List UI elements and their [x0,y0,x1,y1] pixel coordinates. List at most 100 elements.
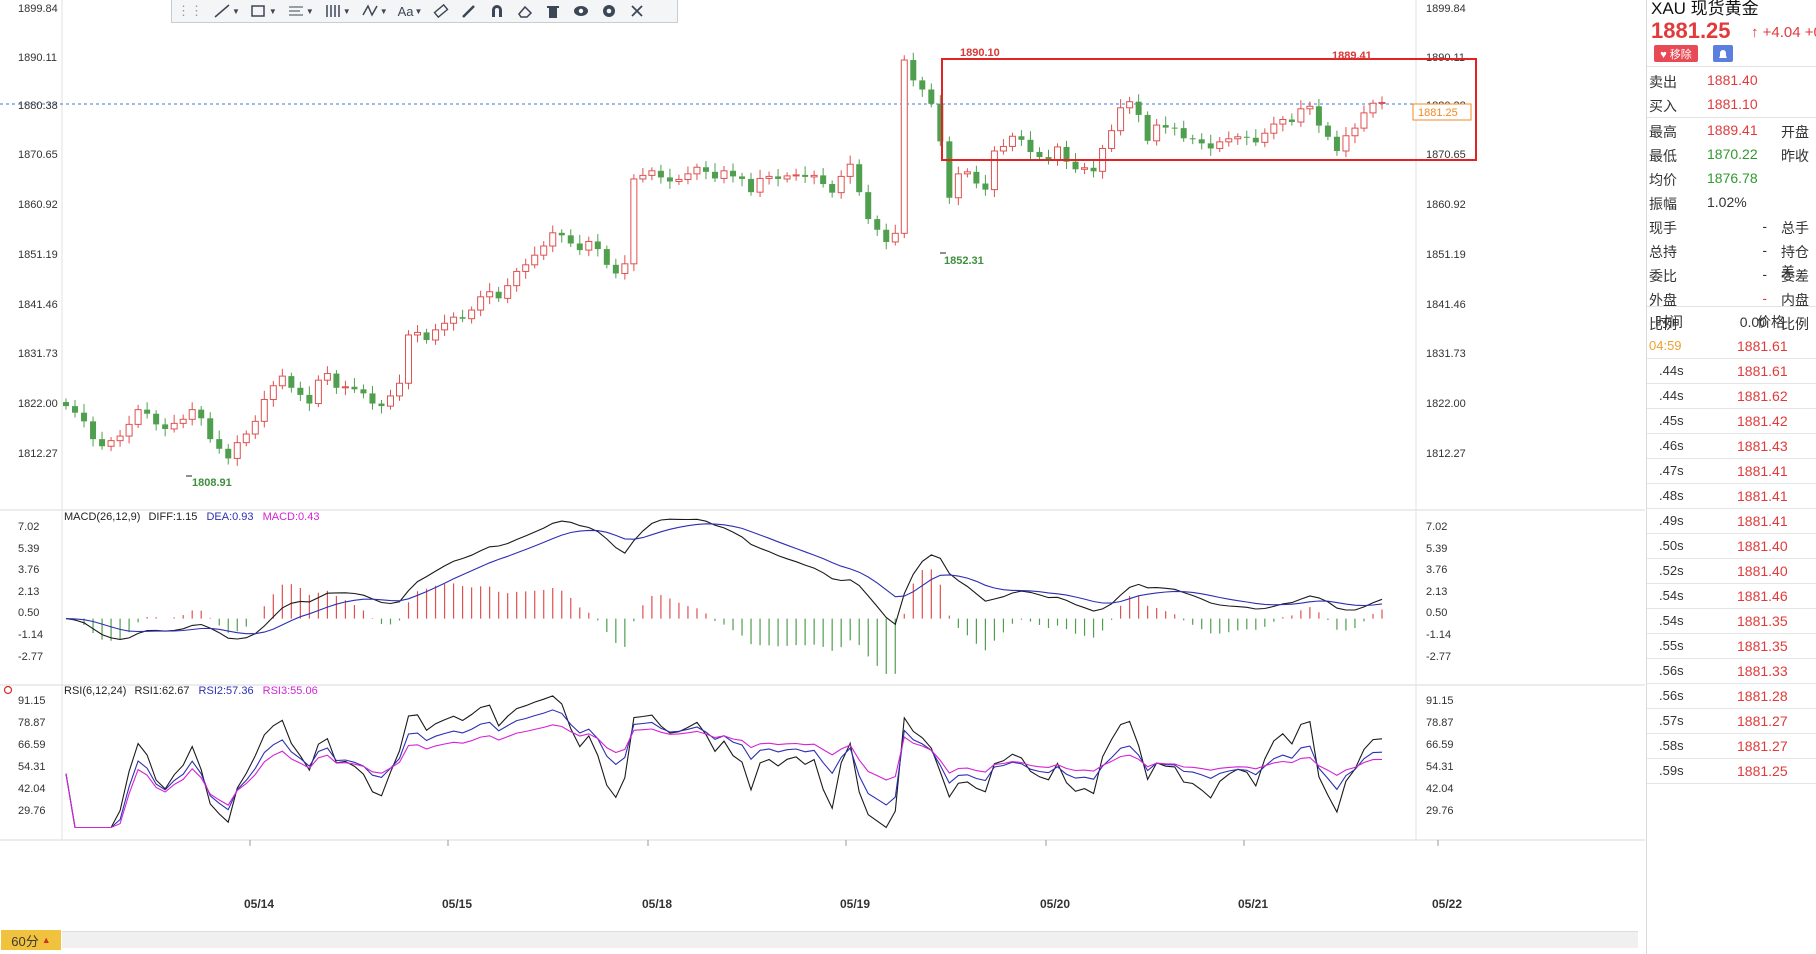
instrument-title: XAU 现货黄金 [1651,0,1759,18]
candle-body [513,270,521,287]
candle-body [441,322,449,331]
candle-body [946,141,953,198]
candle-body [919,80,926,90]
quote-label-secondary: 比例 [1781,316,1809,332]
ruler-tool-button[interactable] [427,0,455,22]
candle-body [260,398,268,422]
extra-row: 比例 0.00 比例 [1647,310,1816,334]
extra-row: 外盘 - 内盘 [1647,286,1816,310]
tick-price: 1881.35 [1737,613,1788,629]
candle-body [1270,123,1278,134]
candle-body [1018,136,1025,140]
tick-row: .46s 1881.43 [1647,433,1816,459]
quote-value: - [1762,266,1767,282]
quote-value: 1881.10 [1707,96,1758,112]
pencil-tool-button[interactable] [455,0,483,22]
candle-body [1207,143,1214,149]
candle-body [1162,125,1169,128]
rsi-tick-left: 66.59 [18,739,46,751]
kline-chart[interactable]: 1899.84 1890.11 1880.38 1870.65 1860.92 1851.… [0,0,1645,954]
candle-body [748,178,755,193]
delete-tool-button[interactable] [539,0,567,22]
candle-body [837,175,845,194]
tick-price: 1881.40 [1737,538,1788,554]
candle-body [730,170,737,177]
drag-handle-icon[interactable]: ⋮⋮ [177,3,203,18]
macd-tick-right: 5.39 [1426,543,1447,555]
date-label: 05/15 [442,897,472,911]
close-icon [631,5,644,17]
tick-time: .48s [1659,488,1684,503]
candle-body [386,395,394,407]
quote-label-secondary: 开盘 [1781,124,1809,140]
line-tool-button[interactable]: ▼ [208,0,245,22]
candle-body [1225,138,1233,143]
candle-body [495,291,502,299]
candle-body [756,177,764,193]
price-chart-area[interactable]: 1899.84 1890.11 1880.38 1870.65 1860.92 1851.… [0,0,1645,954]
price-axis-left: 1899.84 1890.11 1880.38 1870.65 1860.92 1851.… [18,3,58,460]
tick-time: .55s [1659,638,1684,653]
fib-tool-button[interactable]: ▼ [282,0,319,22]
tick-row: .56s 1881.33 [1647,658,1816,684]
gear-icon [603,5,616,17]
candle-body [739,176,746,179]
low-annotation-1: 1852.31 [944,255,984,267]
visibility-button[interactable] [567,0,595,22]
rsi3-value: RSI3:55.06 [263,685,318,697]
candle-body [351,386,358,390]
settings-sun-icon[interactable] [3,685,13,695]
candle-body [820,175,827,185]
candle-body [1008,135,1016,147]
price-tick-right: 1831.73 [1426,348,1466,360]
shape-tool-button[interactable]: ▼ [245,0,282,22]
quote-label: 外盘 [1649,292,1677,308]
quote-value: 1876.78 [1707,170,1758,186]
macd-tick-left: 7.02 [18,521,39,533]
tick-list-header: 时间 价格 [1647,308,1816,332]
price-tick-left: 1841.46 [18,299,58,311]
candle-body [937,103,944,142]
candle-body [1045,157,1052,160]
candle-body [477,296,485,311]
price-change: ↑ +4.04 +0.2 [1751,24,1816,41]
candle-body [1333,136,1340,151]
tick-row: .48s 1881.41 [1647,483,1816,509]
macd-dea-line [65,523,1383,635]
candle-body [450,316,458,324]
candle-body [251,420,259,435]
magnet-tool-button[interactable] [483,0,511,22]
text-tool-button[interactable]: Aa ▼ [397,3,423,19]
candle-body [775,176,782,179]
candle-body [405,334,413,384]
quote-value: 0.00 [1739,314,1767,330]
stat-row: 振幅 1.02% [1647,190,1816,214]
timeframe-selector[interactable]: 60分 ▲ [1,930,61,950]
eraser-tool-button[interactable] [511,0,539,22]
rsi3-line [65,724,1383,829]
macd-tick-right: -1.14 [1426,629,1451,641]
candle-body [1144,114,1151,141]
candle-body [1198,139,1205,144]
macd-tick-right: 7.02 [1426,521,1447,533]
close-toolbar-button[interactable] [623,0,651,22]
quote-label-secondary: 委差 [1781,268,1809,284]
price-tick-left: 1851.19 [18,249,58,261]
tick-price: 1881.46 [1737,588,1788,604]
candle-body [567,235,574,244]
alert-button[interactable] [1713,45,1733,62]
quote-value: 1.02% [1707,194,1747,210]
channel-tool-button[interactable]: ▼ [319,0,356,22]
settings-button[interactable] [595,0,623,22]
svg-text:RSI(6,12,24) RSI1:62.67: RSI(6,12,24) RSI1:62.67 RSI2:57.36 RSI3:… [64,685,318,697]
pencil-icon [462,5,476,18]
candle-body [999,145,1007,152]
candle-body [378,403,385,407]
candle-body [432,329,440,341]
pattern-tool-button[interactable]: ▼ [356,0,393,22]
quote-label: 均价 [1649,172,1677,188]
quote-label: 总持 [1649,244,1677,260]
quote-label-secondary: 持仓差 [1781,244,1809,280]
remove-watchlist-button[interactable]: ♥ 移除 [1654,45,1698,62]
chart-scrollbar[interactable] [62,931,1638,948]
